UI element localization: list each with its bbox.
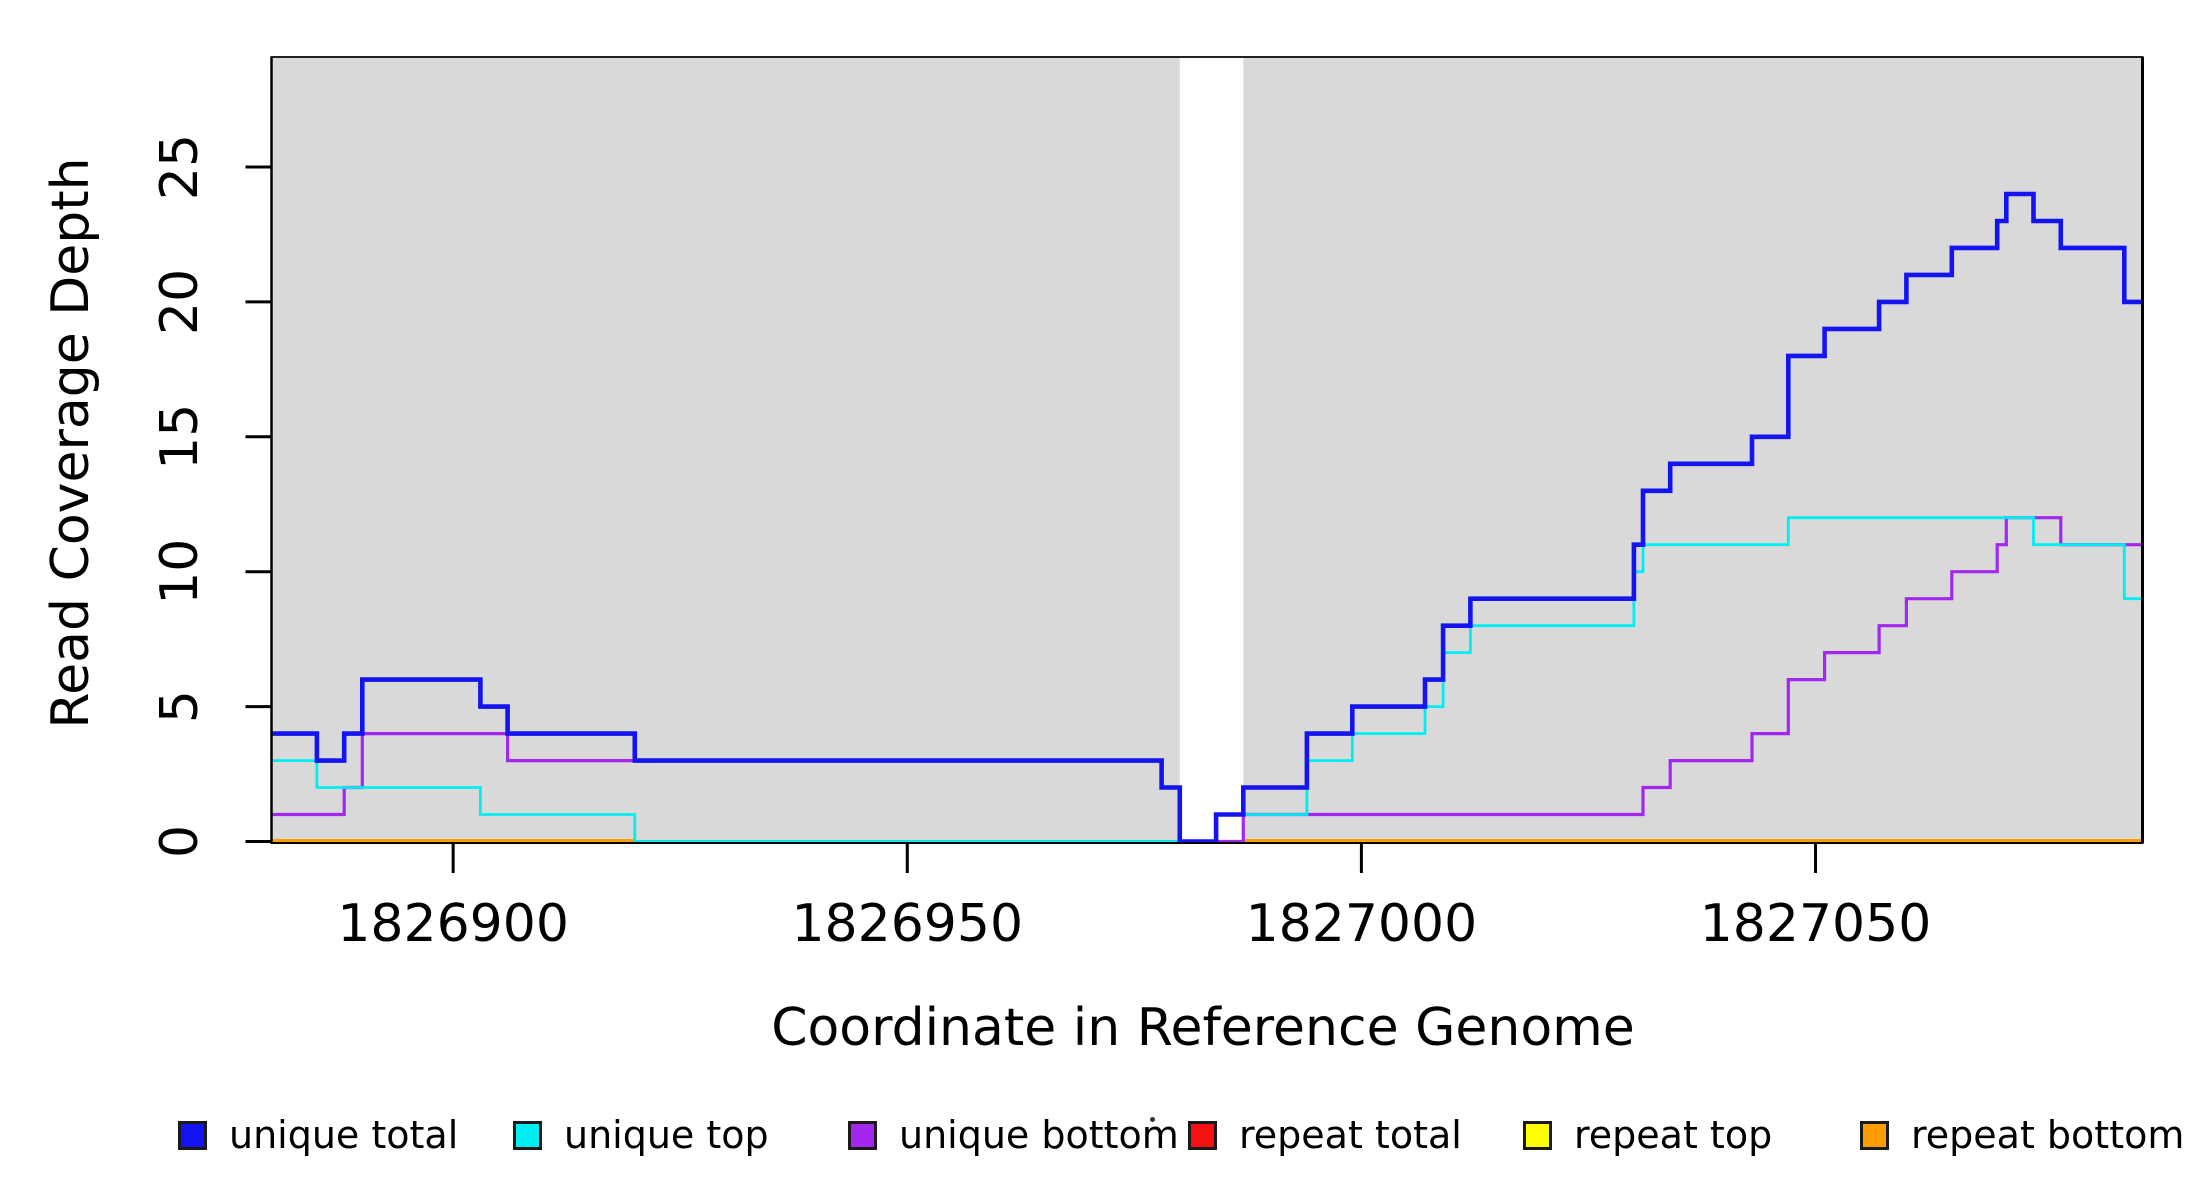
series-line-unique-top <box>271 516 2143 843</box>
uncovered-white-band <box>1179 57 1244 842</box>
legend-label: unique top <box>564 1113 769 1157</box>
x-tick-label: 1827050 <box>1700 894 1932 954</box>
x-tick-label: 1827000 <box>1246 894 1478 954</box>
y-tick-label: 5 <box>150 690 210 723</box>
y-tick-label: 15 <box>150 404 210 470</box>
y-axis-title: Read Coverage Depth <box>41 157 101 728</box>
legend-swatch-repeat-top <box>1523 1120 1552 1150</box>
legend-swatch-repeat-total <box>1188 1120 1217 1150</box>
y-tick-label: 0 <box>150 825 210 858</box>
x-tick-label: 1826900 <box>337 894 569 954</box>
legend-label: repeat total <box>1239 1113 1462 1157</box>
legend-swatch-repeat-bottom <box>1860 1120 1889 1150</box>
x-axis-title: Coordinate in Reference Genome <box>771 998 1635 1058</box>
series-line-unique-bottom <box>271 516 2143 844</box>
x-tick-label: 1826950 <box>791 894 1023 954</box>
legend-label: unique total <box>229 1113 459 1157</box>
legend-swatch-unique-total <box>178 1120 207 1150</box>
legend-item-repeat-total: repeat total <box>1188 1108 1462 1162</box>
legend-swatch-unique-top <box>513 1120 542 1150</box>
series-line-unique-total <box>271 191 2143 844</box>
legend-item-repeat-bottom: repeat bottom <box>1860 1108 2184 1162</box>
legend-label: unique bottom <box>899 1113 1179 1157</box>
y-tick-label: 10 <box>150 539 210 605</box>
legend-item-unique-top: unique top <box>513 1108 769 1162</box>
legend-swatch-unique-bottom <box>848 1120 877 1150</box>
stray-dot-artifact <box>1150 1117 1155 1122</box>
legend-item-unique-total: unique total <box>178 1108 458 1162</box>
y-tick-label: 20 <box>150 269 210 335</box>
y-tick-label: 25 <box>150 134 210 200</box>
legend-label: repeat bottom <box>1911 1113 2185 1157</box>
legend-item-repeat-top: repeat top <box>1523 1108 1772 1162</box>
legend-label: repeat top <box>1574 1113 1773 1157</box>
chart-legend: unique total unique top unique bottom repea… <box>0 1108 2200 1168</box>
legend-item-unique-bottom: unique bottom <box>848 1108 1179 1162</box>
